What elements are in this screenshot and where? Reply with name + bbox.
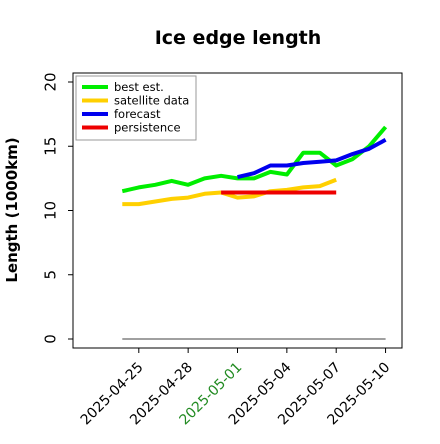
chart-title: Ice edge length [155, 27, 322, 49]
series-lines [121, 125, 388, 340]
legend: best est.satellite dataforecastpersisten… [75, 75, 197, 141]
y-tick-label: 15 [42, 137, 60, 156]
series-line-satellite-data [122, 177, 337, 207]
legend-label: best est. [114, 80, 164, 94]
legend-label: satellite data [114, 94, 189, 108]
y-axis-label: Length (1000km) [3, 137, 21, 282]
y-tick-label: 10 [42, 201, 60, 220]
series-line-forecast [237, 138, 387, 180]
series-line-best-est [121, 125, 388, 194]
legend-label: persistence [114, 121, 181, 135]
legend-label: forecast [114, 107, 161, 121]
y-tick-label: 5 [42, 270, 60, 280]
y-tick-label: 0 [42, 334, 60, 344]
y-tick-label: 20 [42, 72, 60, 91]
